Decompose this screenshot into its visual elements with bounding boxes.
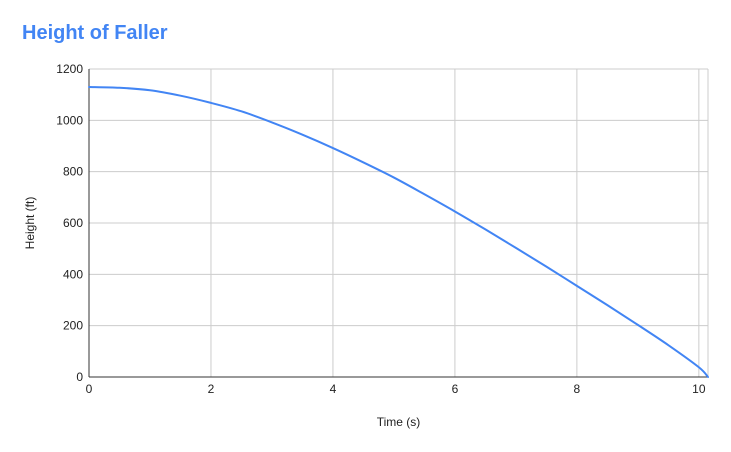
series-lines xyxy=(88,85,709,378)
chart-title: Height of Faller xyxy=(22,22,168,44)
y-tick-label: 1200 xyxy=(56,62,83,76)
x-tick-label: 10 xyxy=(692,382,706,396)
x-tick-label: 0 xyxy=(86,382,93,396)
y-tick-label: 0 xyxy=(76,370,83,384)
x-tick-label: 6 xyxy=(452,382,459,396)
x-tick-label: 8 xyxy=(574,382,581,396)
y-tick-label: 200 xyxy=(63,319,83,333)
y-tick-label: 800 xyxy=(63,165,83,179)
x-tick-label: 2 xyxy=(208,382,215,396)
y-axis-title: Height (ft) xyxy=(23,197,37,250)
y-tick-label: 1000 xyxy=(56,113,83,127)
series-line xyxy=(88,85,709,378)
axes xyxy=(88,69,708,378)
grid-lines xyxy=(89,68,709,377)
y-tick-label: 600 xyxy=(63,216,83,230)
x-tick-label: 4 xyxy=(330,382,337,396)
y-tick-label: 400 xyxy=(63,267,83,281)
x-axis-title: Time (s) xyxy=(377,415,421,429)
tick-labels: 0 2 4 6 8 10 0 200 400 600 800 1000 1200 xyxy=(56,62,706,396)
